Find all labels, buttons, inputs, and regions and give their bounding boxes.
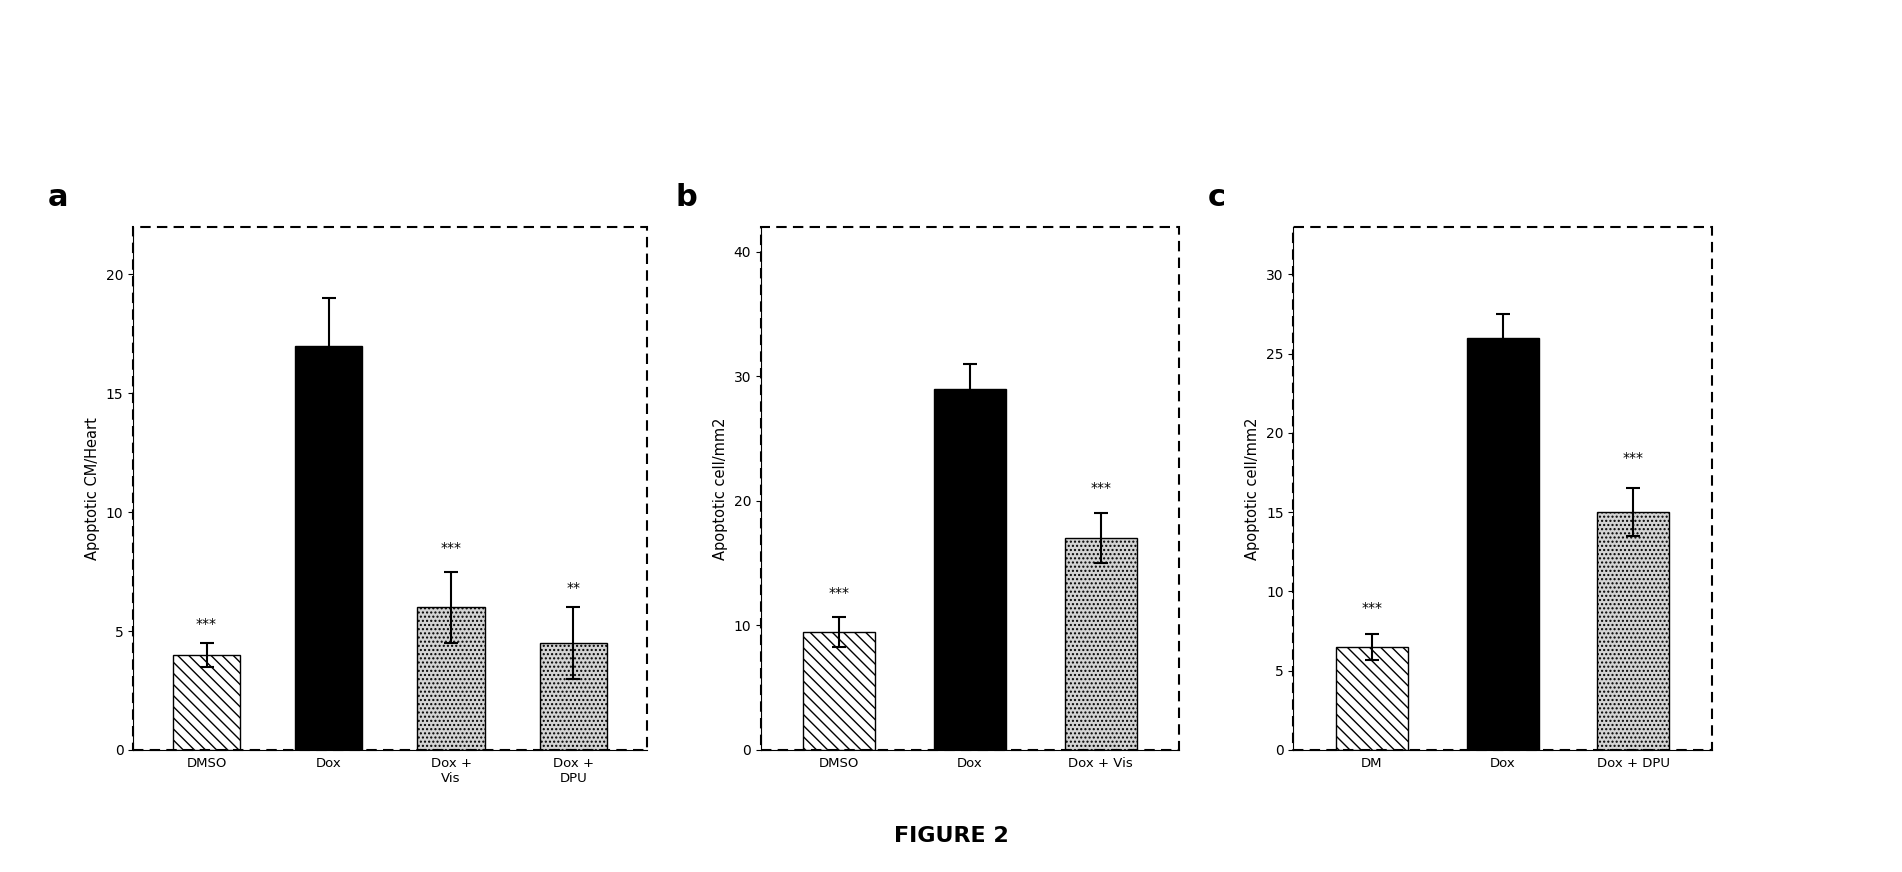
Text: FIGURE 2: FIGURE 2 xyxy=(894,826,1008,846)
Bar xyxy=(1598,512,1670,750)
Text: ***: *** xyxy=(1622,451,1643,465)
Bar xyxy=(1065,538,1137,750)
Bar xyxy=(934,389,1006,750)
Text: **: ** xyxy=(567,582,580,596)
Y-axis label: Apoptotic CM/Heart: Apoptotic CM/Heart xyxy=(86,417,101,560)
Y-axis label: Apoptotic cell/mm2: Apoptotic cell/mm2 xyxy=(1246,417,1261,560)
Text: a: a xyxy=(48,183,68,212)
Bar xyxy=(1466,337,1539,750)
Text: ***: *** xyxy=(1362,601,1383,615)
Bar xyxy=(417,607,485,750)
Bar xyxy=(1335,647,1407,750)
Text: ***: *** xyxy=(441,541,462,555)
Text: ***: *** xyxy=(196,617,217,631)
Bar xyxy=(540,643,607,750)
Text: b: b xyxy=(675,183,696,212)
Text: ***: *** xyxy=(1090,480,1111,494)
Y-axis label: Apoptotic cell/mm2: Apoptotic cell/mm2 xyxy=(713,417,728,560)
Bar xyxy=(803,631,875,750)
Text: ***: *** xyxy=(829,587,850,601)
Text: c: c xyxy=(1208,183,1225,212)
Bar xyxy=(173,655,240,750)
Bar xyxy=(295,345,363,750)
